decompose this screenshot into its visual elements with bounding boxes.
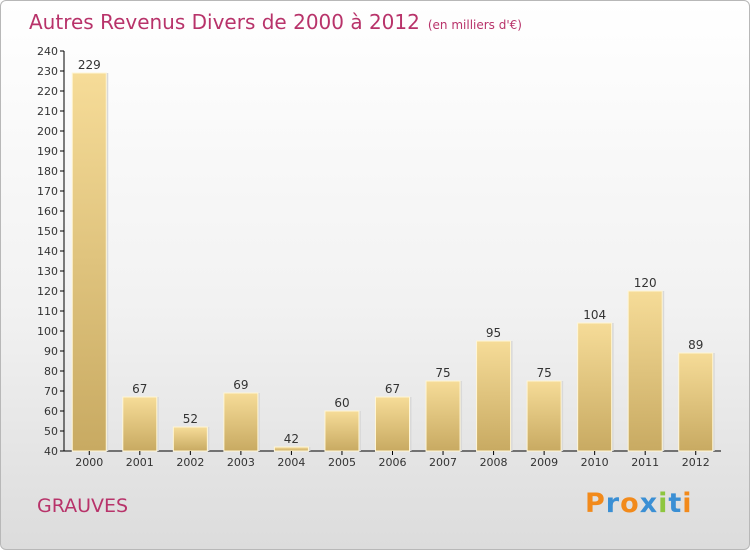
x-tick-label: 2005: [328, 456, 356, 469]
bar: [678, 352, 714, 452]
y-tick-label: 90: [44, 345, 58, 358]
y-tick-label: 60: [44, 405, 58, 418]
bar-value-label: 67: [132, 382, 147, 396]
bar-value-label: 52: [183, 412, 198, 426]
bar-value-label: 75: [435, 366, 450, 380]
x-tick-label: 2000: [75, 456, 103, 469]
logo-letter: P: [585, 488, 606, 519]
y-tick-label: 100: [37, 325, 58, 338]
x-tick-label: 2012: [682, 456, 710, 469]
y-tick-label: 170: [37, 185, 58, 198]
x-tick-label: 2009: [530, 456, 558, 469]
bar: [122, 396, 158, 452]
x-tick-label: 2008: [480, 456, 508, 469]
y-tick-label: 130: [37, 265, 58, 278]
x-tick-label: 2003: [227, 456, 255, 469]
y-tick-label: 40: [44, 445, 58, 458]
bar: [223, 392, 259, 452]
chart-title: Autres Revenus Divers de 2000 à 2012 (en …: [29, 10, 522, 34]
y-tick-label: 70: [44, 385, 58, 398]
bar-value-label: 89: [688, 338, 703, 352]
bar: [375, 396, 410, 452]
y-tick-label: 160: [37, 205, 58, 218]
bar-value-label: 42: [284, 432, 299, 446]
bar: [172, 426, 208, 452]
logo-letter: x: [639, 488, 659, 519]
x-tick-label: 2011: [631, 456, 659, 469]
y-tick-label: 180: [37, 165, 58, 178]
bar: [71, 72, 107, 452]
x-tick-label: 2004: [277, 456, 305, 469]
y-tick-label: 140: [37, 245, 58, 258]
y-tick-label: 150: [37, 225, 58, 238]
x-tick-label: 2001: [126, 456, 154, 469]
bar-value-label: 60: [334, 396, 349, 410]
x-tick-label: 2007: [429, 456, 457, 469]
bar-value-label: 69: [233, 378, 248, 392]
chart-unit: (en milliers d'€): [427, 18, 522, 32]
y-tick-label: 190: [37, 145, 58, 158]
logo-letter: r: [605, 488, 621, 519]
bar: [425, 380, 461, 452]
proxiti-logo: Proxiti: [585, 488, 693, 519]
y-tick-label: 80: [44, 365, 58, 378]
bar-value-label: 67: [385, 382, 400, 396]
place-name: GRAUVES: [37, 495, 129, 517]
bar-value-label: 229: [78, 58, 101, 72]
y-tick-label: 220: [37, 85, 58, 98]
x-tick-label: 2006: [379, 456, 407, 469]
logo-letter: i: [658, 488, 669, 519]
chart-title-text: Autres Revenus Divers de 2000 à 2012: [29, 10, 420, 34]
logo-letter: o: [620, 488, 640, 519]
bar: [324, 410, 360, 452]
y-tick-label: 230: [37, 65, 58, 78]
bar-value-label: 104: [583, 308, 606, 322]
y-tick-label: 120: [37, 285, 58, 298]
bar: [577, 322, 613, 452]
logo-letter: t: [668, 488, 683, 519]
y-tick-label: 50: [44, 425, 58, 438]
bar: [273, 446, 309, 452]
bar: [476, 340, 512, 452]
bar: [526, 380, 562, 452]
y-tick-label: 200: [37, 125, 58, 138]
x-tick-label: 2002: [176, 456, 204, 469]
y-tick-label: 210: [37, 105, 58, 118]
bar-value-label: 120: [634, 276, 657, 290]
logo-letter: i: [682, 488, 693, 519]
x-tick-label: 2010: [581, 456, 609, 469]
y-tick-label: 240: [37, 45, 58, 58]
bar-value-label: 95: [486, 326, 501, 340]
bar-value-label: 75: [536, 366, 551, 380]
y-tick-label: 110: [37, 305, 58, 318]
bar: [627, 290, 663, 452]
